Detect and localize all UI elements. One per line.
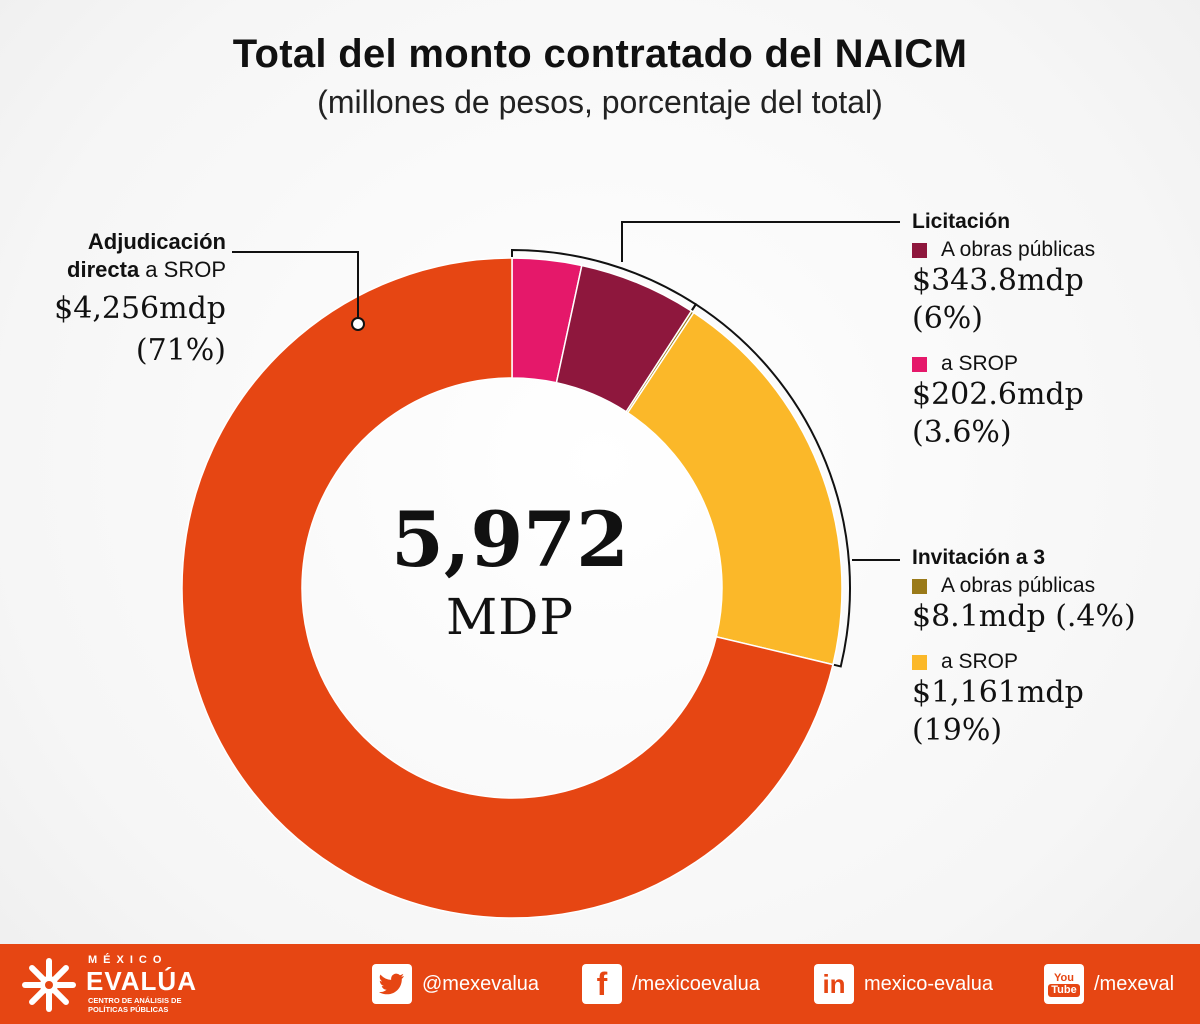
legend-swatch-invitacion-obras <box>912 578 927 594</box>
licitacion-obras-label: A obras públicas <box>941 238 1096 261</box>
legend-swatch-licitacion-srop <box>912 356 927 372</box>
invitacion-obras-label: A obras públicas <box>941 574 1096 597</box>
adjudicacion-amount: $4,256mdp <box>54 291 226 326</box>
label-invitacion: Invitación a 3 A obras públicas $8.1mdp … <box>912 546 1136 750</box>
legend-swatch-invitacion-srop <box>912 654 927 670</box>
linkedin-handle: mexico-evalua <box>864 972 993 995</box>
linkedin-icon: in <box>814 964 854 1004</box>
adjudicacion-heading-bold-2: directa <box>67 257 140 282</box>
facebook-icon: f <box>582 964 622 1004</box>
facebook-link[interactable]: f /mexicoevalua <box>582 964 760 1004</box>
licitacion-item-obras: A obras públicas <box>912 238 1095 262</box>
label-licitacion: Licitación A obras públicas $343.8mdp (6… <box>912 210 1095 452</box>
licitacion-title: Licitación <box>912 210 1011 233</box>
leader-line-adjudicacion <box>232 251 359 324</box>
invitacion-srop-amount: $1,161mdp <box>912 675 1084 710</box>
invitacion-item-srop: a SROP <box>912 650 1136 674</box>
facebook-handle: /mexicoevalua <box>632 972 760 995</box>
donut-chart <box>181 221 900 919</box>
invitacion-obras-amount: $8.1mdp (.4%) <box>912 599 1136 634</box>
slice-invitaci-n-a-3-a-srop <box>626 311 843 666</box>
logo-line-2: EVALÚA <box>86 966 197 996</box>
adjudicacion-heading-rest: a SROP <box>139 257 226 282</box>
adjudicacion-pct: (71%) <box>135 333 226 368</box>
youtube-icon-text-2: Tube <box>1048 983 1080 997</box>
twitter-icon <box>372 964 412 1004</box>
licitacion-obras-pct: (6%) <box>912 301 984 336</box>
youtube-icon-text-1: You <box>1054 971 1074 984</box>
logo-line-3: CENTRO DE ANÁLISIS DE POLÍTICAS PÚBLICAS <box>88 996 182 1014</box>
label-adjudicacion: Adjudicación directa a SROP $4,256mdp (7… <box>20 228 226 370</box>
bracket-invitaci-n-a-3 <box>691 302 851 668</box>
adjudicacion-heading: Adjudicación directa a SROP <box>20 228 226 284</box>
licitacion-srop-label: a SROP <box>941 352 1019 375</box>
twitter-link[interactable]: @mexevalua <box>372 964 539 1004</box>
leader-line-licitacion <box>621 221 900 262</box>
total-unit: MDP <box>446 588 574 646</box>
linkedin-link[interactable]: in mexico-evalua <box>814 964 993 1004</box>
group-brackets <box>511 248 851 668</box>
youtube-link[interactable]: You Tube /mexeval <box>1044 964 1174 1004</box>
adjudicacion-heading-bold-1: Adjudicación <box>87 229 226 254</box>
invitacion-title: Invitación a 3 <box>912 546 1046 569</box>
twitter-handle: @mexevalua <box>422 972 540 995</box>
licitacion-srop-pct: (3.6%) <box>912 415 1012 450</box>
invitacion-srop-label: a SROP <box>941 650 1019 673</box>
leader-dot-adjudicacion <box>351 317 365 331</box>
licitacion-obras-amount: $343.8mdp <box>912 263 1084 298</box>
legend-swatch-licitacion-obras <box>912 242 927 258</box>
invitacion-item-obras: A obras públicas <box>912 574 1136 598</box>
bracket-licitaci-n <box>511 248 698 311</box>
logo-line-1: MÉXICO <box>88 954 168 966</box>
footer-bar: MÉXICO EVALÚA CENTRO DE ANÁLISIS DE POLÍ… <box>0 944 1200 1024</box>
licitacion-srop-amount: $202.6mdp <box>912 377 1084 412</box>
mexico-evalua-logo[interactable]: MÉXICO EVALÚA CENTRO DE ANÁLISIS DE POLÍ… <box>20 952 260 1018</box>
youtube-handle: /mexeval <box>1094 972 1175 995</box>
chart-title: Total del monto contratado del NAICM <box>232 32 968 76</box>
total-value: 5,972 <box>391 495 629 584</box>
slice-adjudicaci-n-directa-a-srop <box>181 257 834 919</box>
youtube-icon: You Tube <box>1044 964 1084 1004</box>
licitacion-item-srop: a SROP <box>912 352 1095 376</box>
donut-slices <box>181 257 843 919</box>
chart-subtitle: (millones de pesos, porcentaje del total… <box>317 84 883 120</box>
invitacion-srop-pct: (19%) <box>912 713 1003 748</box>
asterisk-logo-icon <box>22 958 76 1012</box>
